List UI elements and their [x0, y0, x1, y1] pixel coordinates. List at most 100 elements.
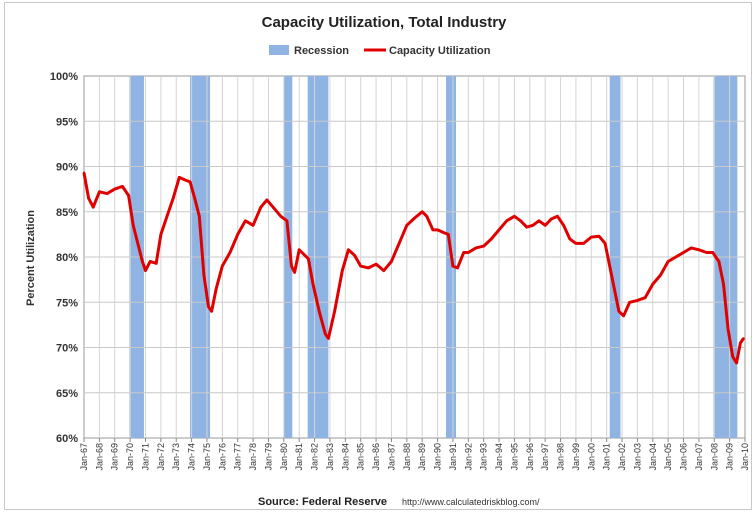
chart-title: Capacity Utilization, Total Industry [262, 14, 507, 31]
x-tick-label: Jan-93 [479, 443, 489, 471]
capacity-utilization-point [603, 242, 607, 245]
x-tick-label: Jan-83 [325, 443, 335, 471]
capacity-utilization-point [659, 273, 662, 277]
capacity-utilization-point [525, 225, 528, 229]
capacity-utilization-point [519, 219, 522, 222]
capacity-utilization-point [497, 228, 501, 232]
capacity-utilization-point [121, 185, 124, 188]
x-tick-label: Jan-86 [371, 443, 381, 471]
capacity-utilization-point [298, 248, 301, 251]
x-tick-label: Jan-07 [694, 443, 704, 471]
capacity-utilization-point [317, 310, 321, 313]
capacity-utilization-point [144, 269, 147, 272]
x-tick-label: Jan-03 [632, 443, 642, 471]
capacity-utilization-point [474, 246, 478, 250]
capacity-utilization-point [155, 262, 158, 265]
capacity-utilization-point [290, 264, 293, 268]
capacity-utilization-point [184, 178, 187, 182]
capacity-utilization-point [537, 219, 541, 222]
capacity-utilization-point [307, 257, 310, 261]
capacity-utilization-point [628, 301, 631, 304]
capacity-utilization-point [425, 215, 428, 218]
capacity-utilization-point [597, 234, 601, 238]
capacity-utilization-point [697, 248, 701, 251]
capacity-utilization-point [87, 196, 90, 200]
capacity-utilization-point [333, 310, 336, 313]
capacity-utilization-point [374, 263, 378, 266]
x-tick-label: Jan-01 [602, 443, 612, 471]
x-tick-label: Jan-94 [494, 443, 504, 471]
legend-recession-label: Recession [294, 45, 349, 57]
x-tick-label: Jan-70 [125, 443, 135, 471]
capacity-utilization-point [568, 237, 571, 241]
capacity-utilization-point [405, 224, 409, 227]
capacity-utilization-point [215, 287, 218, 290]
y-tick-label: 95% [56, 116, 78, 128]
capacity-utilization-point [367, 266, 370, 270]
x-tick-label: Jan-78 [248, 443, 258, 471]
capacity-utilization-point [198, 215, 201, 218]
capacity-utilization-point [562, 224, 565, 227]
capacity-utilization-point [682, 251, 685, 254]
x-tick-label: Jan-80 [279, 443, 289, 471]
x-tick-label: Jan-98 [556, 443, 566, 471]
capacity-utilization-point [285, 219, 289, 222]
x-tick-label: Jan-97 [540, 443, 550, 471]
capacity-utilization-point [165, 215, 169, 218]
capacity-utilization-point [279, 215, 282, 218]
capacity-utilization-point [131, 224, 135, 227]
y-tick-label: 85% [56, 207, 78, 219]
capacity-utilization-point [293, 271, 296, 274]
capacity-utilization-point [705, 251, 708, 254]
x-axis-ticks: Jan-67 Jan-68 Jan-69 Jan-70 Jan-71 Jan-72 Jan-… [79, 438, 750, 471]
capacity-utilization-point [442, 231, 445, 234]
x-tick-label: Jan-99 [571, 443, 581, 471]
capacity-utilization-point [582, 242, 585, 245]
capacity-utilization-point [265, 198, 269, 202]
capacity-utilization-point [574, 242, 578, 245]
capacity-utilization-point [221, 264, 224, 268]
capacity-utilization-point [193, 196, 196, 200]
capacity-utilization-point [531, 224, 535, 227]
x-tick-label: Jan-92 [463, 443, 473, 471]
capacity-utilization-point [490, 237, 493, 241]
capacity-utilization-point [236, 233, 239, 236]
capacity-utilization-point [98, 190, 101, 194]
capacity-utilization-point [722, 282, 725, 286]
chart-legend: Recession Capacity Utilization [269, 45, 491, 57]
capacity-utilization-point [159, 233, 163, 236]
capacity-utilization-point [636, 299, 639, 302]
x-tick-label: Jan-71 [140, 443, 150, 471]
capacity-utilization-point [413, 216, 416, 220]
y-tick-label: 60% [56, 433, 78, 445]
capacity-utilization-point [590, 235, 593, 239]
x-tick-label: Jan-04 [648, 443, 658, 471]
capacity-utilization-point [617, 310, 621, 313]
capacity-utilization-point [302, 253, 306, 256]
capacity-utilization-point [244, 219, 247, 222]
capacity-utilization-point [127, 194, 130, 197]
x-tick-label: Jan-76 [217, 443, 227, 471]
capacity-utilization-point [327, 337, 330, 340]
capacity-utilization-point [739, 341, 742, 345]
x-tick-label: Jan-09 [725, 443, 735, 471]
capacity-utilization-point [513, 215, 516, 218]
x-tick-label: Jan-08 [709, 443, 719, 471]
series-group [82, 171, 745, 365]
capacity-utilization-point [92, 206, 95, 209]
capacity-utilization-point [447, 233, 450, 236]
capacity-utilization-point [271, 206, 275, 209]
capacity-utilization-point [397, 242, 401, 245]
y-tick-label: 75% [56, 297, 78, 309]
capacity-utilization-point [228, 251, 232, 254]
capacity-utilization-point [341, 269, 344, 272]
legend-capacity-label: Capacity Utilization [389, 45, 491, 57]
y-axis-label: Percent Utilization [25, 210, 37, 306]
capacity-utilization-point [136, 242, 140, 245]
capacity-utilization-point [613, 287, 616, 290]
capacity-utilization-point [148, 260, 152, 263]
x-tick-label: Jan-68 [94, 443, 104, 471]
x-tick-label: Jan-67 [79, 443, 89, 471]
capacity-utilization-point [726, 328, 730, 331]
capacity-utilization-point [482, 244, 485, 248]
